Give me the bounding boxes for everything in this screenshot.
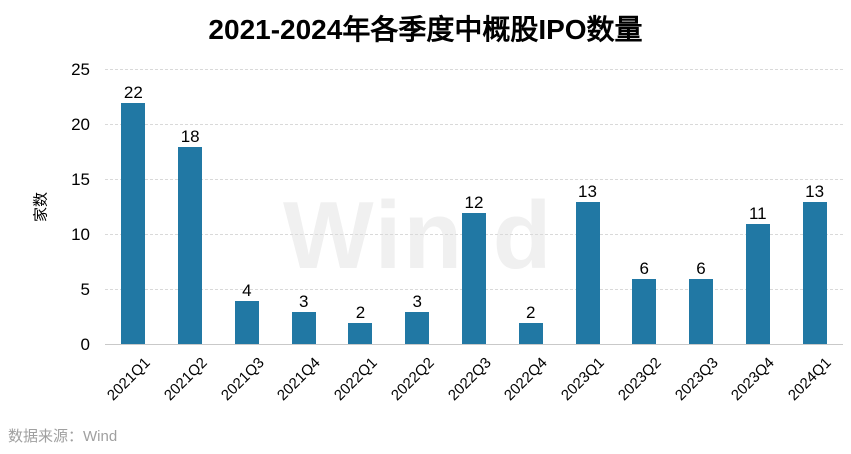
watermark: Win.d (283, 182, 554, 289)
bar (575, 202, 600, 345)
y-tick-label-25: 25 (71, 60, 90, 79)
bar-value-label: 13 (578, 182, 597, 201)
y-axis-title: 家数 (32, 191, 50, 223)
bar-column-2021Q2: 18 2021Q2 (161, 70, 219, 404)
bar-value-label: 2 (526, 303, 536, 322)
x-axis-tick-label: 2021Q2 (160, 354, 211, 405)
bar-value-label: 4 (242, 281, 252, 300)
bar-value-label: 18 (180, 127, 200, 146)
x-axis-tick-label: 2022Q1 (330, 354, 381, 405)
y-tick-label-0: 0 (80, 335, 90, 354)
bar-value-label: 6 (639, 259, 649, 278)
x-axis-tick-label: 2023Q3 (671, 354, 722, 405)
x-axis-tick-label: 2021Q3 (217, 354, 268, 405)
y-tick-label-15: 15 (71, 170, 90, 189)
bar-column-2022Q3: 12 2022Q3 (445, 70, 503, 404)
bar-value-label: 3 (298, 292, 309, 311)
bar-column-2023Q3: 6 2023Q3 (672, 70, 730, 404)
gridline-y15 (105, 179, 843, 180)
bar (518, 323, 543, 345)
source-note: 数据来源：Wind (8, 428, 118, 445)
x-axis-tick-label: 2022Q3 (444, 354, 495, 405)
bar-column-2024Q1: 13 2024Q1 (785, 70, 843, 404)
bar-column-2023Q4: 11 2023Q4 (728, 70, 786, 404)
gridline-y25 (105, 69, 843, 70)
x-axis-tick-label: 2023Q1 (558, 354, 608, 405)
plot-area: Win.d 0 5 10 15 20 25 22 2021Q1 18 2021Q2 4 2021Q3… (71, 60, 843, 404)
bar (632, 279, 657, 345)
x-axis-tick-label: 2022Q4 (501, 354, 552, 405)
bar (348, 323, 373, 345)
bar-value-label: 6 (696, 259, 706, 278)
bar-value-label: 12 (464, 193, 484, 212)
x-axis-tick-label: 2024Q1 (785, 354, 835, 405)
x-axis-tick-label: 2023Q2 (614, 354, 665, 405)
y-tick-label-5: 5 (80, 280, 90, 299)
bar-column-2023Q1: 13 2023Q1 (558, 70, 616, 404)
bars-container: 22 2021Q1 18 2021Q2 4 2021Q3 3 2021Q4 2 2022Q1 3 20… (104, 70, 843, 404)
x-axis-tick-label: 2021Q4 (274, 354, 325, 405)
bar (745, 224, 770, 345)
bar-column-2023Q2: 6 2023Q2 (615, 70, 673, 404)
x-axis-line (105, 344, 843, 345)
bar (461, 213, 486, 345)
bar-value-label: 2 (355, 303, 366, 322)
bar-value-label: 22 (123, 83, 143, 102)
y-tick-label-20: 20 (71, 115, 90, 134)
bar-column-2022Q1: 2 2022Q1 (331, 70, 389, 404)
x-axis-tick-label: 2022Q2 (387, 354, 438, 405)
x-axis-tick-label: 2023Q4 (728, 354, 779, 405)
bar-value-label: 3 (412, 292, 422, 311)
bar (291, 312, 316, 345)
bar-column-2021Q3: 4 2021Q3 (217, 70, 276, 404)
bar-value-label: 13 (805, 182, 825, 201)
chart-title: 2021-2024年各季度中概股IPO数量 (208, 14, 643, 45)
bar (802, 202, 827, 345)
bar-column-2022Q4: 2 2022Q4 (501, 70, 559, 404)
bar (121, 103, 146, 345)
x-axis-tick-label: 2021Q1 (103, 354, 154, 405)
bar-column-2021Q4: 3 2021Q4 (274, 70, 332, 404)
bar (234, 301, 259, 345)
bar-column-2022Q2: 3 2022Q2 (388, 70, 446, 404)
bar (689, 279, 714, 345)
y-tick-label-10: 10 (71, 225, 90, 244)
bar-value-label: 11 (748, 204, 767, 223)
bar (178, 147, 203, 345)
bar (405, 312, 430, 345)
bar-column-2021Q1: 22 2021Q1 (104, 70, 162, 404)
gridline-y20 (105, 124, 843, 125)
